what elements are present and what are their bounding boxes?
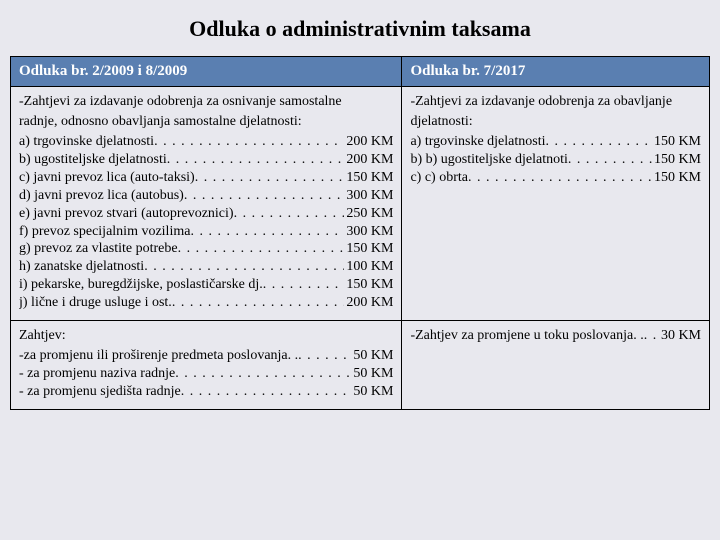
left1-label: j) lične i druge usluge i ost. xyxy=(19,294,172,312)
left2-label: - za promjenu naziva radnje xyxy=(19,365,175,383)
leader-dots xyxy=(644,327,659,345)
cell-left-1: -Zahtjevi za izdavanje odobrenja za osni… xyxy=(11,87,402,321)
left1-amount: 200 KM xyxy=(344,133,393,151)
left1-row: b) ugostiteljske djelatnosti 200 KM xyxy=(19,151,393,169)
left1-label: f) prevoz specijalnim vozilima xyxy=(19,223,190,241)
cell-right-2: -Zahtjev za promjene u toku poslovanja. … xyxy=(402,321,710,410)
leader-dots xyxy=(178,240,345,258)
leader-dots xyxy=(263,276,345,294)
header-left: Odluka br. 2/2009 i 8/2009 xyxy=(11,57,402,87)
left1-amount: 300 KM xyxy=(344,187,393,205)
left1-amount: 200 KM xyxy=(344,151,393,169)
left2-row: - za promjenu naziva radnje 50 KM xyxy=(19,365,393,383)
left1-label: d) javni prevoz lica (autobus) xyxy=(19,187,184,205)
left1-amount: 150 KM xyxy=(344,169,393,187)
leader-dots xyxy=(234,205,345,223)
right1-intro1: -Zahtjevi za izdavanje odobrenja za obav… xyxy=(410,93,701,111)
left2-row: -za promjenu ili proširenje predmeta pos… xyxy=(19,347,393,365)
right1-row: c) c) obrta 150 KM xyxy=(410,169,701,187)
left1-amount: 200 KM xyxy=(344,294,393,312)
left1-amount: 150 KM xyxy=(344,240,393,258)
right1-amount: 150 KM xyxy=(652,133,701,151)
header-right: Odluka br. 7/2017 xyxy=(402,57,710,87)
left1-row: f) prevoz specijalnim vozilima 300 KM xyxy=(19,223,393,241)
left1-label: b) ugostiteljske djelatnosti xyxy=(19,151,167,169)
left1-label: i) pekarske, buregdžijske, poslastičarsk… xyxy=(19,276,263,294)
cell-right-1: -Zahtjevi za izdavanje odobrenja za obav… xyxy=(402,87,710,321)
right1-intro2: djelatnosti: xyxy=(410,113,701,131)
leader-dots xyxy=(568,151,652,169)
left1-label: g) prevoz za vlastite potrebe xyxy=(19,240,178,258)
left1-row: i) pekarske, buregdžijske, poslastičarsk… xyxy=(19,276,393,294)
left1-row: e) javni prevoz stvari (autoprevoznici) 2… xyxy=(19,205,393,223)
left1-label: e) javni prevoz stvari (autoprevoznici) xyxy=(19,205,234,223)
left1-row: d) javni prevoz lica (autobus) 300 KM xyxy=(19,187,393,205)
left1-amount: 250 KM xyxy=(344,205,393,223)
left2-row: - za promjenu sjedišta radnje 50 KM xyxy=(19,383,393,401)
right1-label: a) trgovinske djelatnosti xyxy=(410,133,545,151)
left1-row: j) lične i druge usluge i ost. 200 KM xyxy=(19,294,393,312)
leader-dots xyxy=(468,169,652,187)
left1-label: a) trgovinske djelatnosti xyxy=(19,133,154,151)
leader-dots xyxy=(172,294,345,312)
right2-label: -Zahtjev za promjene u toku poslovanja. … xyxy=(410,327,643,345)
left1-label: h) zanatske djelatnosti xyxy=(19,258,144,276)
right1-row: b) b) ugostiteljske djelatnoti 150 KM xyxy=(410,151,701,169)
leader-dots xyxy=(175,365,351,383)
leader-dots xyxy=(298,347,351,365)
cell-left-2: Zahtjev: -za promjenu ili proširenje pre… xyxy=(11,321,402,410)
leader-dots xyxy=(195,169,345,187)
left2-intro: Zahtjev: xyxy=(19,327,393,345)
leader-dots xyxy=(184,187,345,205)
right1-label: c) c) obrta xyxy=(410,169,468,187)
left1-amount: 100 KM xyxy=(344,258,393,276)
leader-dots xyxy=(167,151,345,169)
leader-dots xyxy=(190,223,344,241)
right1-amount: 150 KM xyxy=(652,169,701,187)
leader-dots xyxy=(154,133,344,151)
left1-label: c) javni prevoz lica (auto-taksi) xyxy=(19,169,195,187)
leader-dots xyxy=(144,258,344,276)
left1-amount: 300 KM xyxy=(344,223,393,241)
left2-label: - za promjenu sjedišta radnje xyxy=(19,383,181,401)
right2-amount: 30 KM xyxy=(659,327,701,345)
right1-row: a) trgovinske djelatnosti 150 KM xyxy=(410,133,701,151)
left1-intro2: radnje, odnosno obavljanja samostalne dj… xyxy=(19,113,393,131)
right1-label: b) b) ugostiteljske djelatnoti xyxy=(410,151,567,169)
right1-amount: 150 KM xyxy=(652,151,701,169)
left2-amount: 50 KM xyxy=(351,365,393,383)
leader-dots xyxy=(546,133,652,151)
left1-row: g) prevoz za vlastite potrebe 150 KM xyxy=(19,240,393,258)
left1-amount: 150 KM xyxy=(344,276,393,294)
leader-dots xyxy=(181,383,352,401)
left1-row: h) zanatske djelatnosti 100 KM xyxy=(19,258,393,276)
right2-row: -Zahtjev za promjene u toku poslovanja. … xyxy=(410,327,701,345)
left1-intro1: -Zahtjevi za izdavanje odobrenja za osni… xyxy=(19,93,393,111)
left1-row: c) javni prevoz lica (auto-taksi) 150 KM xyxy=(19,169,393,187)
comparison-table: Odluka br. 2/2009 i 8/2009 Odluka br. 7/… xyxy=(10,56,710,410)
page-title: Odluka o administrativnim taksama xyxy=(10,16,710,42)
left2-amount: 50 KM xyxy=(351,383,393,401)
left2-label: -za promjenu ili proširenje predmeta pos… xyxy=(19,347,298,365)
left1-row: a) trgovinske djelatnosti 200 KM xyxy=(19,133,393,151)
left2-amount: 50 KM xyxy=(351,347,393,365)
